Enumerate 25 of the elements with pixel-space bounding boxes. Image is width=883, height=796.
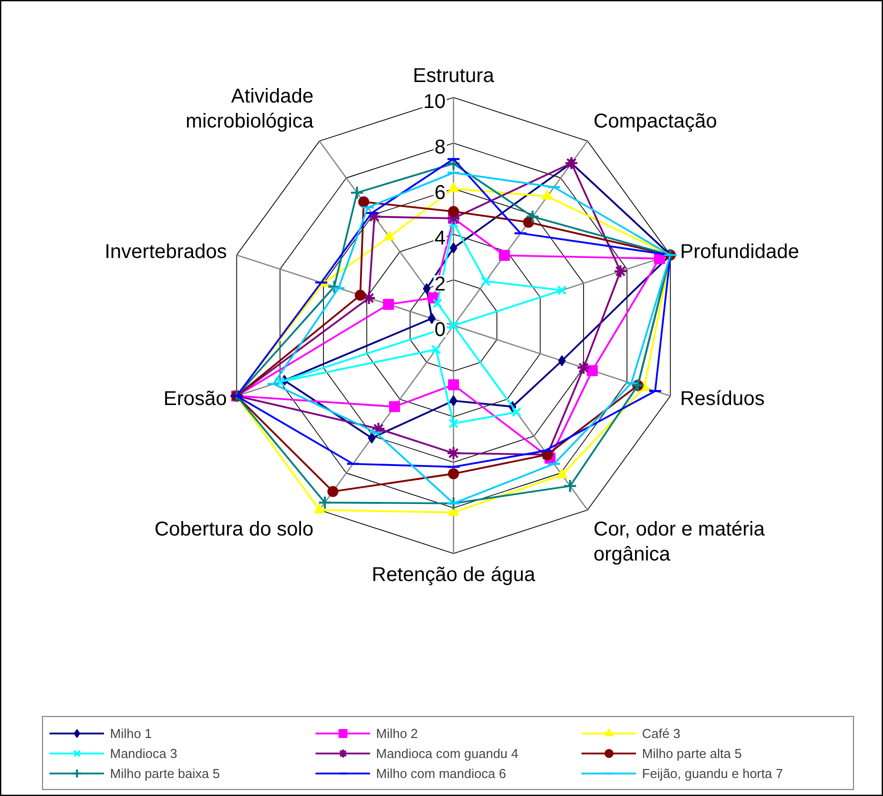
legend-label: Milho parte baixa 5 <box>110 764 221 783</box>
y-tick-label: 4 <box>434 228 446 250</box>
y-tick-label: 10 <box>423 90 446 113</box>
y-tick-label: 0 <box>434 318 446 341</box>
spoke-label: Retenção de água <box>372 564 536 586</box>
legend-label: Milho 2 <box>376 724 419 742</box>
spoke-label: Atividade microbiológica <box>186 85 314 133</box>
spoke-label: Invertebrados <box>104 240 227 263</box>
y-tick-label: 6 <box>434 182 446 204</box>
spoke-label: Profundidade <box>680 240 800 263</box>
spoke-label: Cor, odor e matéria orgânica <box>594 518 766 566</box>
spoke-label: Compactação <box>594 110 717 133</box>
spoke-label: Erosão <box>164 388 227 410</box>
legend-label: Mandioca com guandu 4 <box>376 744 520 763</box>
legend-label: Milho com mandioca 6 <box>376 764 508 782</box>
legend-label: Feijão, guandu e horta 7 <box>642 764 784 783</box>
legend-label: Milho 1 <box>110 724 153 742</box>
legend-label: Milho parte alta 5 <box>642 744 743 763</box>
y-tick-label: 8 <box>434 136 446 159</box>
legend-label: Mandioca 3 <box>110 744 178 762</box>
spoke-label: Estrutura <box>412 65 495 88</box>
y-tick-label: 2 <box>434 273 446 296</box>
spoke-label: Cobertura do solo <box>154 518 314 540</box>
legend-label: Café 3 <box>642 724 682 742</box>
spoke-label: Resíduos <box>680 388 765 410</box>
